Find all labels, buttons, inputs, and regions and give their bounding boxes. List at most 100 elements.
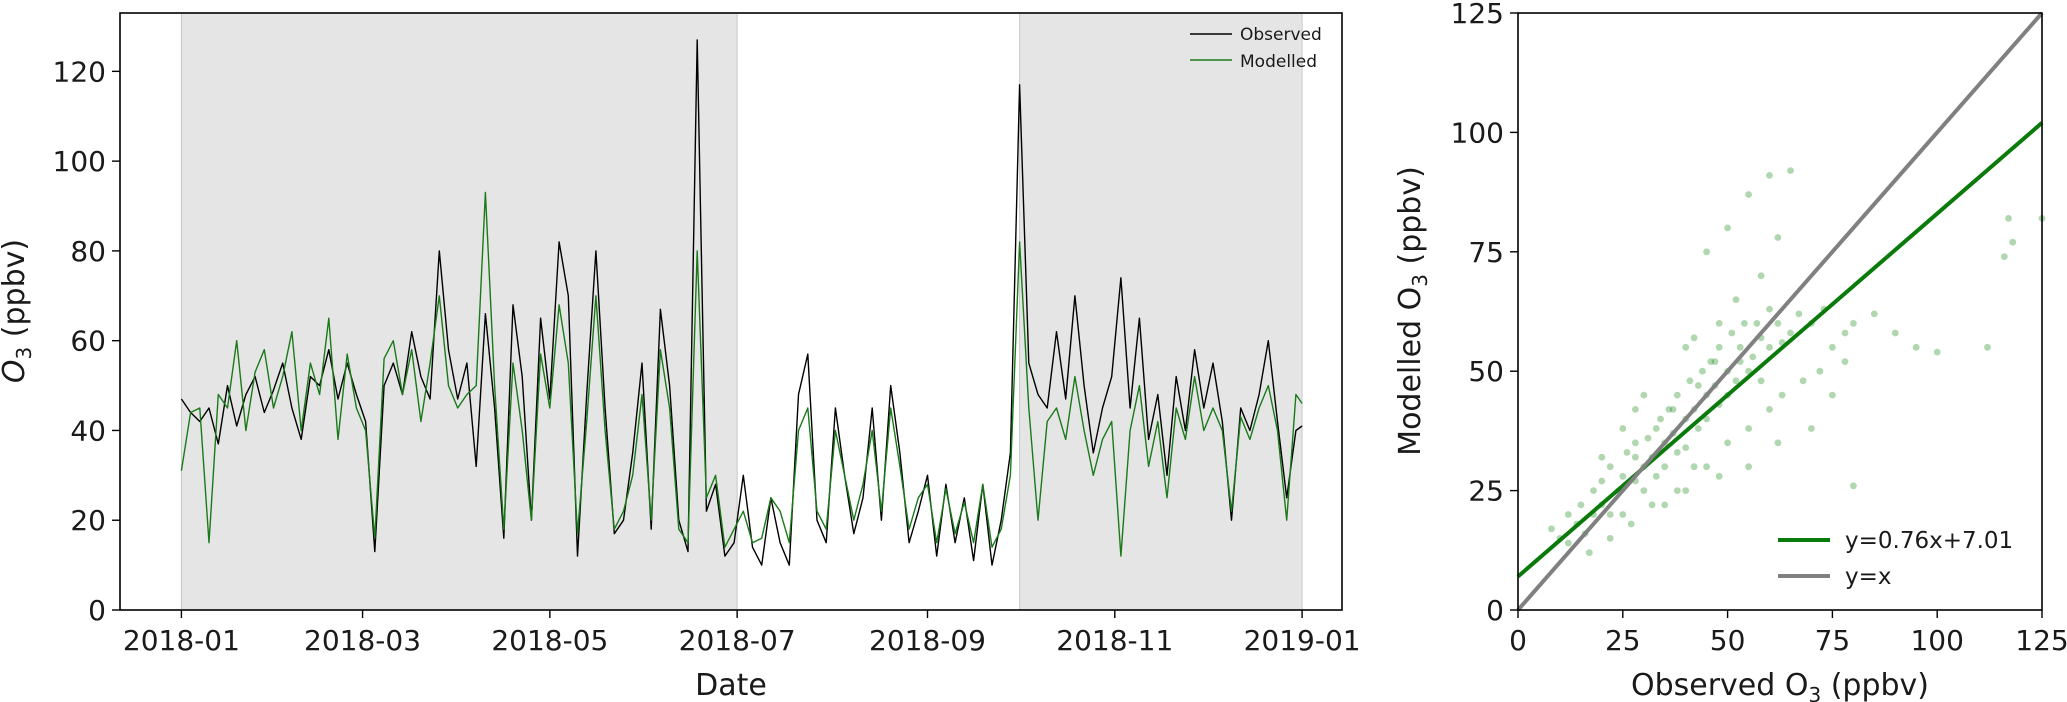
x-tick-label: 2018-03	[304, 624, 421, 657]
scatter-point	[1808, 425, 1815, 432]
x-tick-label: 2018-09	[869, 624, 986, 657]
scatter-point	[2005, 215, 2012, 222]
x-tick-label: 75	[1815, 624, 1851, 657]
scatter-point	[1707, 358, 1715, 365]
right-y-label-main: Modelled O	[1393, 287, 1428, 456]
x-tick-label: 2018-11	[1056, 624, 1173, 657]
fit-line	[1516, 121, 2044, 579]
shaded-periods	[180, 12, 1303, 611]
y-tick-label: 125	[1451, 0, 1504, 30]
y-tick-label: 25	[1468, 475, 1504, 508]
scatter-point	[1682, 444, 1690, 451]
scatter-point	[1606, 511, 1614, 518]
y-tick-label: 75	[1468, 236, 1504, 269]
scatter-point	[1787, 329, 1794, 337]
legend-modelled-label: Modelled	[1240, 52, 1317, 72]
scatter-point	[1799, 377, 1807, 385]
scatter-point	[1640, 391, 1648, 399]
scatter-point	[1774, 439, 1782, 447]
series-lines	[180, 39, 1303, 566]
scatter-point	[1766, 305, 1773, 313]
legend-observed-label: Observed	[1240, 25, 1322, 45]
scatter-point	[1648, 501, 1656, 509]
scatter-point	[1606, 535, 1614, 542]
scatter-point	[1778, 391, 1786, 399]
scatter-point	[1606, 463, 1614, 471]
scatter-point	[1548, 525, 1555, 533]
scatter-point	[1652, 472, 1660, 480]
x-tick-label: 125	[2015, 624, 2067, 657]
left-x-ticks: 2018-01 2018-03 2018-05 2018-07 2018-09 2018-…	[123, 610, 1361, 657]
right-y-axis-label: Modelled O3 (ppbv)	[1393, 166, 1432, 456]
scatter-point	[1749, 353, 1757, 361]
scatter-point	[1774, 234, 1782, 241]
scatter-point	[1829, 343, 1836, 351]
scatter-point	[1694, 425, 1702, 432]
scatter-point	[1745, 425, 1752, 432]
y-tick-label: 50	[1468, 355, 1504, 388]
scatter-point	[1745, 191, 1752, 198]
scatter-point	[1673, 449, 1681, 456]
scatter-point	[1766, 172, 1773, 179]
scatter-point	[1598, 453, 1606, 461]
scatter-point	[1728, 329, 1736, 337]
scatter-point	[1632, 453, 1639, 461]
scatter-point	[1841, 329, 1849, 337]
scatter-point	[1699, 367, 1706, 375]
right-x-axis-label: Observed O3 (ppbv)	[1631, 668, 1929, 702]
scatter-point	[1829, 391, 1836, 399]
scatter-point	[1724, 224, 1731, 232]
scatter-point	[1657, 415, 1664, 423]
scatter-point	[1912, 343, 1920, 351]
x-tick-label: 2018-01	[123, 624, 240, 657]
reference-lines	[1516, 11, 2044, 612]
scatter-point	[1632, 439, 1639, 447]
scatter-point	[1703, 248, 1710, 256]
y-tick-label: 40	[70, 414, 106, 447]
x-tick-label: 25	[1605, 624, 1641, 657]
scatter-point	[1627, 520, 1635, 528]
scatter-point	[1715, 320, 1723, 327]
left-x-axis-label: Date	[695, 668, 767, 702]
scatter-point	[1673, 487, 1681, 494]
scatter-point	[1694, 382, 1702, 389]
right-plot-frame	[1517, 12, 2043, 611]
left-legend: Observed Modelled	[1190, 25, 1322, 72]
scatter-point	[1732, 296, 1740, 303]
y-tick-label: 0	[1486, 594, 1504, 627]
scatter-point	[1623, 449, 1631, 456]
left-plot-frame	[119, 12, 1343, 611]
scatter-point	[2009, 238, 2017, 246]
scatter-point	[1669, 406, 1677, 413]
x-tick-label: 50	[1710, 624, 1746, 657]
scatter-point	[1619, 425, 1627, 432]
y-tick-label: 20	[70, 504, 106, 537]
scatter-point	[1766, 343, 1773, 351]
scatter-point	[1665, 406, 1673, 413]
scatter-points	[1548, 167, 2046, 557]
legend-identity-label: y=x	[1845, 564, 1892, 590]
scatter-panel: 0 25 50 75 100 125 0 25 50 75 100 125 Observed O3 …	[1393, 0, 2067, 702]
right-x-label-main: Observed O	[1631, 668, 1808, 702]
y-tick-label: 100	[1451, 116, 1504, 149]
scatter-point	[1891, 329, 1899, 337]
identity-line	[1516, 11, 2044, 612]
scatter-point	[1577, 501, 1585, 509]
scatter-point	[1564, 511, 1572, 518]
right-y-ticks: 0 25 50 75 100 125	[1451, 0, 1518, 627]
scatter-point	[1711, 358, 1719, 365]
scatter-point	[1757, 377, 1765, 385]
right-legend: y=0.76x+7.01 y=x	[1778, 528, 2013, 590]
scatter-point	[1787, 167, 1794, 175]
scatter-point	[1715, 472, 1723, 480]
shaded-period-0	[180, 12, 738, 611]
scatter-point	[1682, 487, 1690, 494]
scatter-point	[1598, 477, 1606, 485]
x-tick-label: 100	[1910, 624, 1963, 657]
scatter-point	[1757, 272, 1765, 280]
scatter-point	[1619, 472, 1627, 480]
scatter-point	[1686, 377, 1694, 385]
left-y-label-main: O	[0, 359, 32, 383]
scatter-point	[1585, 549, 1593, 557]
